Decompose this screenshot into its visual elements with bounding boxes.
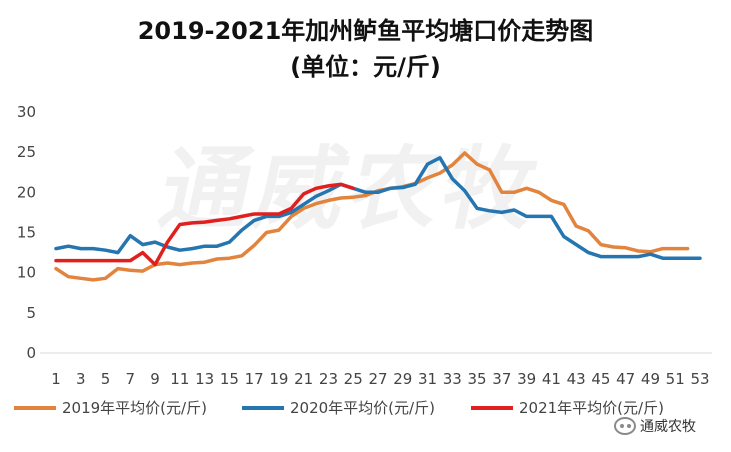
- y-tick-label: 5: [26, 304, 36, 322]
- x-tick-label: 3: [76, 370, 86, 388]
- chart-title: 2019-2021年加州鲈鱼平均塘口价走势图: [137, 17, 594, 45]
- brand-badge-label: 通威农牧: [640, 419, 696, 435]
- x-tick-label: 11: [170, 370, 189, 388]
- x-tick-label: 35: [468, 370, 487, 388]
- x-tick-label: 27: [368, 370, 387, 388]
- x-tick-label: 17: [245, 370, 264, 388]
- x-tick-label: 1: [51, 370, 61, 388]
- x-tick-label: 7: [126, 370, 136, 388]
- x-tick-label: 51: [666, 370, 685, 388]
- x-tick-label: 53: [690, 370, 709, 388]
- x-tick-label: 9: [150, 370, 160, 388]
- x-tick-label: 21: [294, 370, 313, 388]
- x-tick-label: 19: [269, 370, 288, 388]
- x-tick-label: 23: [319, 370, 338, 388]
- x-tick-label: 41: [542, 370, 561, 388]
- x-tick-label: 43: [567, 370, 586, 388]
- y-tick-label: 20: [17, 183, 36, 201]
- x-tick-label: 5: [101, 370, 111, 388]
- series-line-2: [54, 156, 702, 260]
- y-tick-label: 25: [17, 143, 36, 161]
- chart-subtitle: (单位：元/斤): [290, 53, 441, 81]
- x-tick-label: 33: [443, 370, 462, 388]
- legend-label-3: 2021年平均价(元/斤): [519, 399, 664, 417]
- x-tick-label: 39: [517, 370, 536, 388]
- y-tick-label: 15: [17, 224, 36, 242]
- x-tick-label: 29: [393, 370, 412, 388]
- x-tick-label: 47: [616, 370, 635, 388]
- chat-bubble-icon: [614, 417, 636, 435]
- x-tick-label: 13: [195, 370, 214, 388]
- series-line-3: [54, 182, 355, 267]
- y-tick-label: 30: [17, 103, 36, 121]
- y-tick-label: 10: [17, 264, 36, 282]
- x-tick-label: 25: [344, 370, 363, 388]
- x-tick-label: 45: [591, 370, 610, 388]
- legend-label-2: 2020年平均价(元/斤): [290, 399, 435, 417]
- x-tick-label: 37: [492, 370, 511, 388]
- y-tick-label: 0: [26, 344, 36, 362]
- legend-label-1: 2019年平均价(元/斤): [62, 399, 207, 417]
- brand-badge: 通威农牧: [614, 416, 696, 436]
- x-tick-label: 15: [220, 370, 239, 388]
- x-tick-label: 31: [418, 370, 437, 388]
- x-tick-label: 49: [641, 370, 660, 388]
